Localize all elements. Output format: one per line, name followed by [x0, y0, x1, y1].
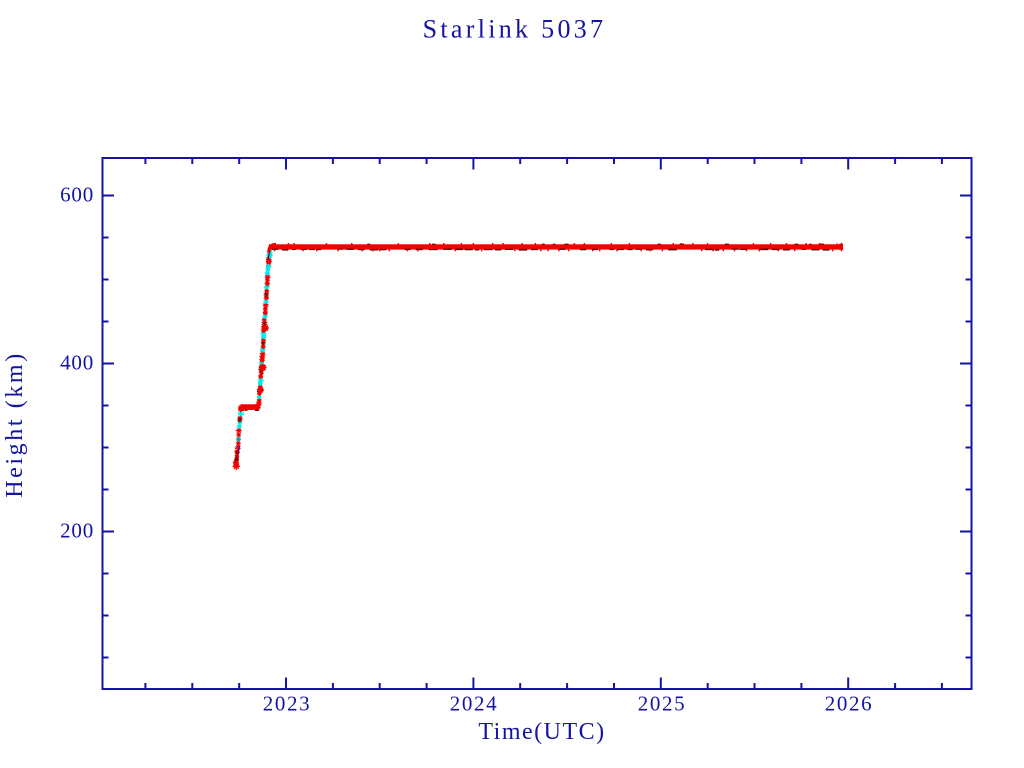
svg-text:2026: 2026 — [825, 692, 873, 716]
svg-text:200: 200 — [60, 519, 94, 543]
svg-text:400: 400 — [60, 351, 94, 375]
svg-text:Starlink 5037: Starlink 5037 — [423, 15, 607, 44]
svg-text:Time(UTC): Time(UTC) — [478, 719, 605, 745]
svg-text:2025: 2025 — [638, 692, 686, 716]
svg-text:Height (km): Height (km) — [2, 351, 28, 498]
svg-text:600: 600 — [60, 183, 94, 207]
svg-text:2024: 2024 — [450, 692, 498, 716]
svg-text:2023: 2023 — [263, 692, 311, 716]
